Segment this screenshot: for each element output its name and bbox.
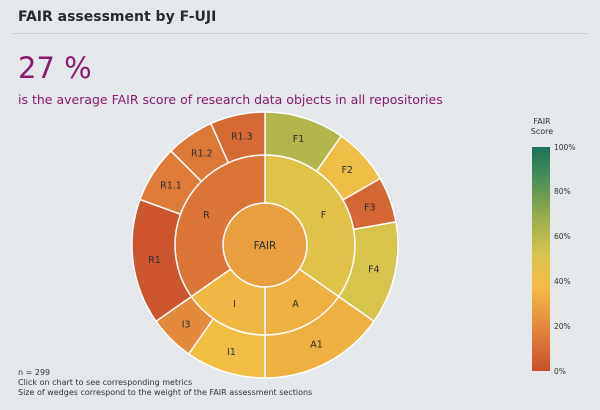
outer-label-f4: F4 [368,265,380,276]
colorbar-title-line2: Score [530,127,554,136]
footnote-sample-size: n = 299 [18,368,51,377]
header-divider [12,33,588,34]
colorbar-tick: 100% [554,143,576,152]
colorbar [532,147,550,371]
average-score-caption: is the average FAIR score of research da… [18,92,443,107]
outer-wedge-r1-3[interactable] [209,111,266,164]
outer-label-f2: F2 [341,165,353,176]
colorbar-title: FAIR Score [520,117,564,137]
outer-label-f3: F3 [364,202,376,213]
footnote-click-hint: Click on chart to see corresponding metr… [18,378,193,387]
outer-label-f1: F1 [293,134,305,145]
colorbar-tick: 80% [554,187,571,196]
outer-label-i3: I3 [182,319,191,330]
footnotes: n = 299 Click on chart to see correspond… [18,368,312,398]
colorbar-tick: 0% [554,367,566,376]
chart-title: FAIR assessment by F-UJI [18,9,217,25]
outer-label-r1-3: R1.3 [231,131,253,142]
outer-label-a1: A1 [310,339,323,350]
colorbar-tick: 20% [554,322,571,331]
inner-label-i: I [233,299,236,310]
colorbar-tick: 40% [554,277,571,286]
average-score: 27 % [18,51,92,85]
inner-label-r: R [203,210,210,221]
outer-label-r1: R1 [148,255,161,266]
colorbar-tick: 60% [554,232,571,241]
colorbar-title-line1: FAIR [533,117,551,126]
footnote-wedge-size: Size of wedges correspond to the weight … [18,388,313,397]
outer-label-r1-1: R1.1 [160,181,182,192]
inner-label-f: F [321,210,326,221]
outer-label-r1-2: R1.2 [191,149,213,160]
center-label-fair: FAIR [254,240,277,252]
outer-label-i1: I1 [227,347,236,358]
inner-label-a: A [292,299,299,310]
